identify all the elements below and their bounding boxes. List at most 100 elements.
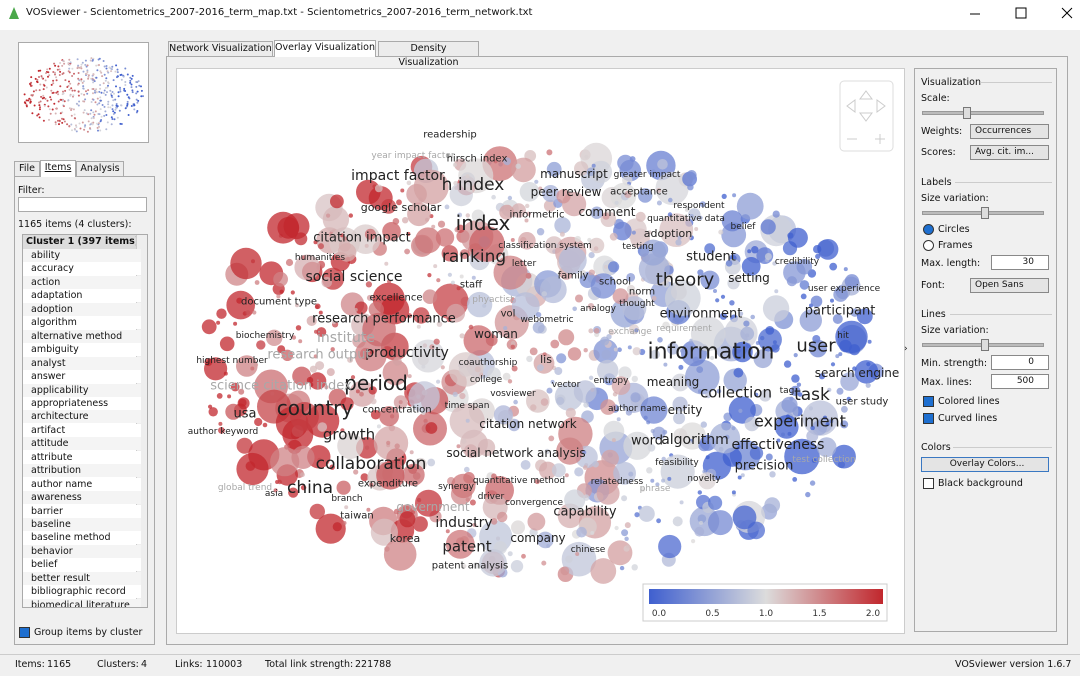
term-label[interactable]: patent analysis bbox=[432, 561, 508, 572]
term-label[interactable]: lis bbox=[540, 353, 552, 366]
term-label[interactable]: synergy bbox=[438, 482, 475, 492]
term-label[interactable]: social network analysis bbox=[446, 446, 585, 460]
term-label[interactable]: participant bbox=[805, 304, 876, 319]
term-label[interactable]: algorithm bbox=[661, 432, 729, 448]
tab-overlay[interactable]: Overlay Visualization bbox=[274, 40, 376, 57]
term-label[interactable]: environment bbox=[660, 307, 743, 322]
max-length-input[interactable]: 30 bbox=[991, 255, 1049, 270]
term-label[interactable]: ranking bbox=[442, 247, 506, 267]
term-label[interactable]: task bbox=[794, 385, 830, 405]
term-label[interactable]: government bbox=[396, 500, 469, 514]
black-background-checkbox[interactable] bbox=[923, 478, 934, 489]
term-label[interactable]: highest number bbox=[196, 356, 268, 366]
term-label[interactable]: thought bbox=[619, 299, 655, 309]
term-label[interactable]: branch bbox=[331, 494, 362, 504]
term-label[interactable]: collaboration bbox=[316, 454, 427, 474]
scores-dropdown[interactable]: Avg. cit. im... bbox=[970, 145, 1049, 160]
term-label[interactable]: hit bbox=[837, 331, 849, 341]
label-size-slider[interactable] bbox=[922, 207, 1044, 219]
term-label[interactable]: family bbox=[558, 271, 589, 282]
term-label[interactable]: acceptance bbox=[610, 187, 668, 198]
group-checkbox[interactable] bbox=[19, 627, 30, 638]
tab-items[interactable]: Items bbox=[40, 160, 76, 177]
term-label[interactable]: analogy bbox=[580, 304, 616, 314]
term-label[interactable]: humanities bbox=[295, 253, 345, 263]
term-label[interactable]: coauthorship bbox=[459, 358, 518, 368]
term-label[interactable]: norm bbox=[629, 287, 655, 298]
term-label[interactable]: entropy bbox=[594, 376, 629, 386]
frames-radio[interactable] bbox=[923, 240, 934, 251]
term-label[interactable]: tag bbox=[780, 386, 795, 396]
term-label[interactable]: research performance bbox=[312, 312, 456, 327]
term-label[interactable]: taiwan bbox=[340, 511, 373, 522]
term-label[interactable]: informetric bbox=[510, 210, 565, 221]
term-label[interactable]: social science bbox=[305, 269, 402, 285]
term-label[interactable]: global trend bbox=[218, 483, 272, 493]
term-label[interactable]: impact factor bbox=[351, 168, 445, 184]
window-controls[interactable] bbox=[960, 0, 1080, 28]
overlay-colors-button[interactable]: Overlay Colors... bbox=[921, 457, 1049, 472]
line-size-slider[interactable] bbox=[922, 339, 1044, 351]
collapse-arrow[interactable]: › bbox=[904, 344, 908, 354]
term-label[interactable]: vector bbox=[552, 380, 581, 390]
term-label[interactable]: comment bbox=[578, 205, 635, 219]
term-label[interactable]: h index bbox=[442, 175, 505, 195]
term-label[interactable]: country bbox=[277, 396, 354, 420]
term-label[interactable]: vol bbox=[501, 309, 516, 320]
term-label[interactable]: student bbox=[686, 250, 736, 265]
term-label[interactable]: user experience bbox=[808, 284, 881, 294]
term-label[interactable]: phrase bbox=[640, 484, 671, 494]
term-label[interactable]: quantitative data bbox=[647, 214, 725, 224]
tab-analysis[interactable]: Analysis bbox=[76, 161, 124, 177]
term-label[interactable]: information bbox=[648, 340, 775, 365]
term-label[interactable]: asia bbox=[265, 489, 283, 499]
term-label[interactable]: requirement bbox=[656, 324, 712, 334]
term-label[interactable]: classification system bbox=[498, 241, 592, 251]
filter-input[interactable] bbox=[18, 197, 147, 212]
term-label[interactable]: patent bbox=[442, 537, 491, 555]
term-label[interactable]: experiment bbox=[754, 412, 846, 431]
items-list[interactable]: Cluster 1 (397 items) ability accuracy act… bbox=[22, 234, 148, 608]
term-label[interactable]: industry bbox=[435, 515, 492, 531]
term-label[interactable]: excellence bbox=[369, 293, 422, 304]
term-label[interactable]: setting bbox=[728, 271, 770, 285]
term-label[interactable]: staff bbox=[460, 280, 483, 291]
curved-lines-checkbox[interactable] bbox=[923, 413, 934, 424]
term-label[interactable]: greater impact bbox=[614, 170, 681, 180]
term-label[interactable]: feasibility bbox=[655, 458, 699, 468]
term-label[interactable]: index bbox=[456, 211, 511, 235]
term-label[interactable]: china bbox=[287, 478, 333, 498]
term-label[interactable]: word bbox=[631, 434, 663, 449]
term-label[interactable]: search engine bbox=[815, 366, 900, 380]
term-label[interactable]: letter bbox=[512, 259, 537, 269]
term-label[interactable]: hirsch index bbox=[447, 154, 508, 165]
scale-slider[interactable] bbox=[922, 107, 1044, 119]
term-label[interactable]: relatedness bbox=[591, 477, 644, 487]
term-label[interactable]: author name bbox=[608, 404, 667, 414]
term-label[interactable]: woman bbox=[474, 327, 518, 341]
term-label[interactable]: vosviewer bbox=[490, 389, 536, 399]
font-dropdown[interactable]: Open Sans bbox=[970, 278, 1049, 293]
term-label[interactable]: expenditure bbox=[358, 479, 418, 490]
term-label[interactable]: readership bbox=[423, 130, 476, 141]
tab-file[interactable]: File bbox=[14, 161, 40, 177]
term-label[interactable]: capability bbox=[553, 505, 617, 520]
term-label[interactable]: biochemistry bbox=[236, 331, 295, 341]
term-label[interactable]: document type bbox=[241, 297, 317, 308]
term-label[interactable]: school bbox=[599, 277, 631, 288]
term-label[interactable]: research output bbox=[267, 348, 370, 363]
term-label[interactable]: phyactist bbox=[472, 295, 514, 305]
term-label[interactable]: company bbox=[510, 531, 565, 545]
term-label[interactable]: chinese bbox=[571, 545, 606, 555]
term-label[interactable]: meaning bbox=[647, 375, 700, 389]
term-label[interactable]: author keyword bbox=[188, 427, 258, 437]
term-label[interactable]: korea bbox=[390, 532, 421, 545]
term-label[interactable]: time span bbox=[445, 401, 490, 411]
weights-dropdown[interactable]: Occurrences bbox=[970, 124, 1049, 139]
term-label[interactable]: manuscript bbox=[540, 167, 608, 181]
term-label[interactable]: quantitative method bbox=[473, 476, 565, 486]
term-label[interactable]: period bbox=[344, 371, 408, 395]
term-label[interactable]: driver bbox=[478, 492, 505, 502]
min-strength-input[interactable]: 0 bbox=[991, 355, 1049, 370]
